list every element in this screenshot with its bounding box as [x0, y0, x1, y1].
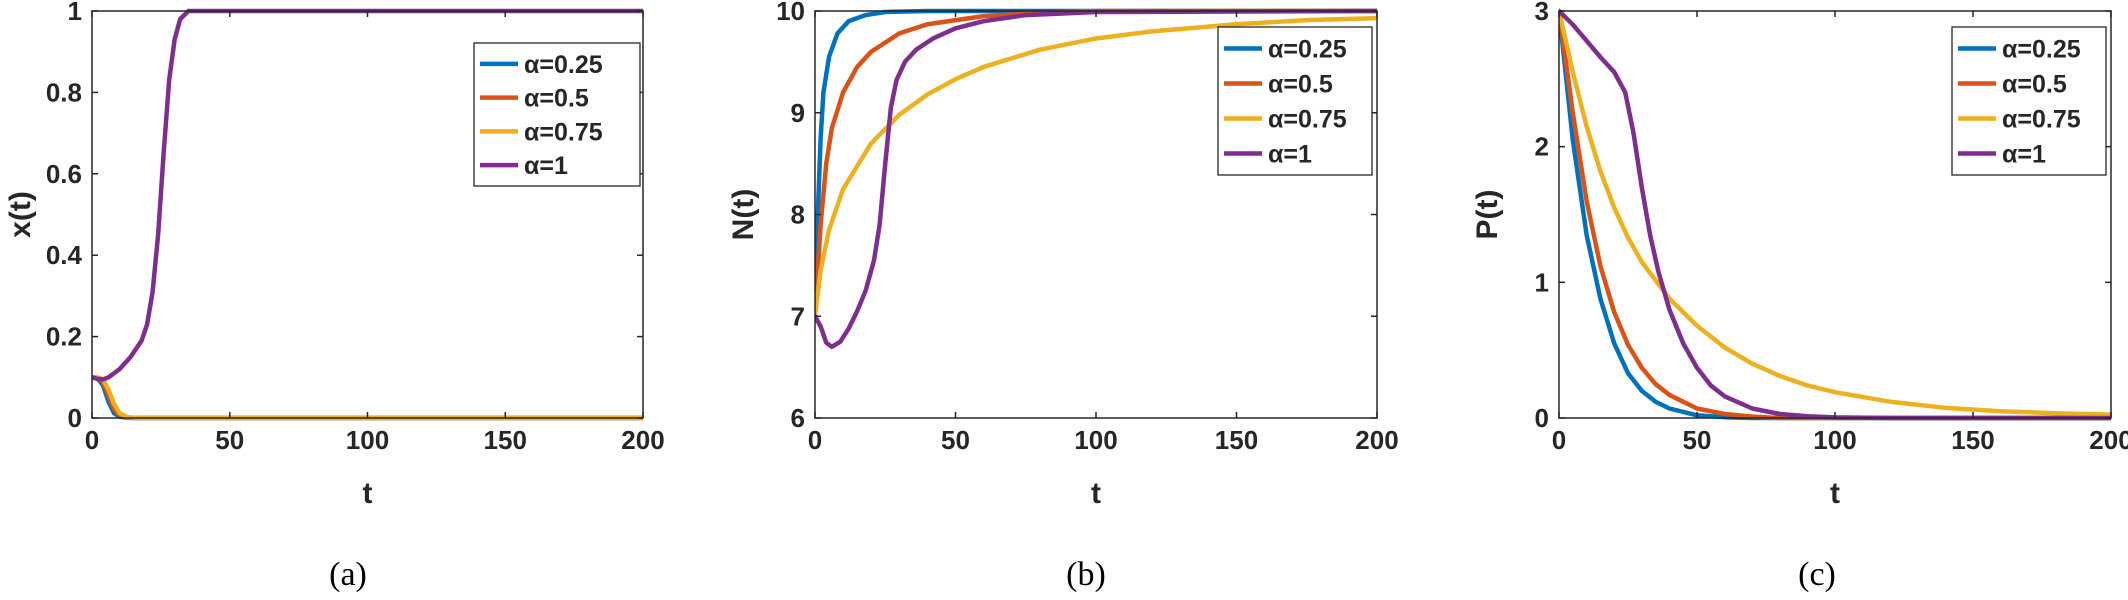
legend-label: α=0.25: [2002, 36, 2081, 64]
x-tick-label: 150: [484, 425, 527, 455]
legend-box: [473, 42, 641, 187]
y-tick-label: 7: [791, 301, 805, 331]
series-line-1: [1559, 8, 2111, 421]
x-tick-label: 150: [1951, 425, 1994, 455]
legend-label: α=0.5: [1268, 71, 1333, 99]
legend-label: α=0.25: [1268, 36, 1347, 64]
y-tick-label: 6: [791, 403, 805, 433]
x-tick-label: 150: [1215, 425, 1258, 455]
y-tick-label: 10: [776, 0, 805, 26]
legend-label: α=0.75: [2002, 106, 2081, 134]
series-line-2: [1559, 8, 2111, 421]
legend-label: α=1: [524, 152, 568, 180]
series-line-3: [815, 15, 1377, 319]
x-tick-label: 50: [941, 425, 970, 455]
legend-label: α=0.5: [524, 85, 589, 113]
y-tick-label: 1: [1535, 267, 1549, 297]
x-tick-label: 50: [1683, 425, 1712, 455]
x-axis-label: t: [1830, 477, 1840, 510]
x-tick-label: 200: [621, 425, 664, 455]
legend: α=0.25 α=0.5 α=0.75 α=1: [1951, 26, 2107, 176]
x-tick-label: 100: [1813, 425, 1856, 455]
series-line-4: [92, 8, 643, 382]
series-line-1: [92, 375, 643, 421]
chart-panel-1: 0 50 100 150 20000.20.40.60.81tx(t)α=0.25α=0…: [4, 0, 665, 593]
y-tick-label: 0.8: [46, 77, 82, 107]
y-tick-label: 0.4: [46, 240, 83, 270]
x-tick-label: 0: [85, 425, 99, 455]
legend-box: [1951, 26, 2107, 176]
legend: α=0.25 α=0.5 α=0.75 α=1: [1217, 26, 1373, 176]
legend: α=0.25 α=0.5 α=0.75 α=1: [473, 42, 641, 187]
x-tick-label: 0: [808, 425, 822, 455]
x-tick-label: 200: [2089, 425, 2128, 455]
legend-label: α=0.75: [524, 118, 603, 146]
y-tick-label: 2: [1535, 132, 1549, 162]
series-line-3: [1559, 8, 2111, 417]
y-tick-label: 9: [791, 98, 805, 128]
y-axis-label: x(t): [4, 191, 37, 238]
x-tick-label: 100: [346, 425, 389, 455]
legend-box: [1217, 26, 1373, 176]
x-tick-label: 100: [1074, 425, 1117, 455]
panel-caption: (a): [329, 556, 367, 593]
y-tick-label: 0: [68, 403, 82, 433]
y-axis-label: P(t): [1471, 190, 1504, 240]
x-tick-label: 0: [1552, 425, 1566, 455]
y-tick-label: 1: [68, 0, 82, 26]
legend-label: α=1: [1268, 141, 1312, 169]
x-tick-label: 50: [215, 425, 244, 455]
chart-panel-2: 0 50 100 150 200 6 7 8 9 10 t N(t) α=0.25 α=0.5 α=0.75…: [727, 0, 1399, 593]
legend-label: α=0.75: [1268, 106, 1347, 134]
y-axis-label: N(t): [727, 189, 760, 241]
panel-caption: (c): [1798, 556, 1836, 593]
x-tick-label: 200: [1355, 425, 1398, 455]
legend-label: α=0.5: [2002, 71, 2067, 99]
y-tick-label: 0.6: [46, 159, 82, 189]
series-line-2: [92, 375, 643, 421]
series-line-3: [92, 375, 643, 421]
y-tick-label: 3: [1535, 0, 1549, 26]
panel-caption: (b): [1066, 556, 1106, 593]
y-tick-label: 8: [791, 200, 805, 230]
chart-panel-3: 0 50 100 150 2000123tP(t)α=0.25α=0.5α=0.75α=…: [1471, 0, 2128, 593]
legend-label: α=1: [2002, 141, 2046, 169]
series-line-4: [815, 8, 1377, 350]
y-tick-label: 0: [1535, 403, 1549, 433]
y-tick-label: 0.2: [46, 322, 82, 352]
x-axis-label: t: [1091, 477, 1101, 510]
x-axis-label: t: [363, 477, 373, 510]
series-line-4: [1559, 8, 2111, 421]
legend-label: α=0.25: [524, 51, 603, 79]
